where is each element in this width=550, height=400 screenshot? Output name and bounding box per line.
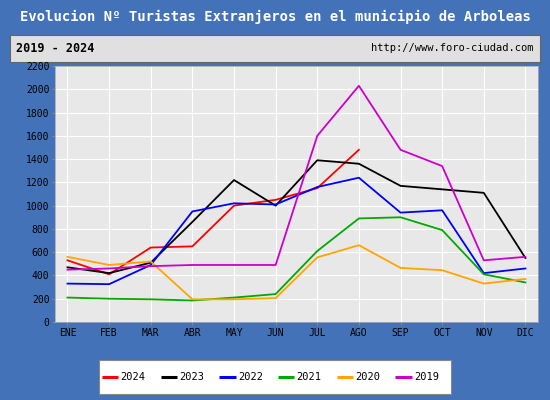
Text: 2019 - 2024: 2019 - 2024 (16, 42, 95, 55)
Text: 2019: 2019 (414, 372, 439, 382)
Text: 2021: 2021 (296, 372, 322, 382)
Text: 2023: 2023 (179, 372, 205, 382)
Text: 2022: 2022 (238, 372, 263, 382)
Text: 2024: 2024 (120, 372, 146, 382)
Text: http://www.foro-ciudad.com: http://www.foro-ciudad.com (371, 43, 534, 53)
Text: Evolucion Nº Turistas Extranjeros en el municipio de Arboleas: Evolucion Nº Turistas Extranjeros en el … (20, 10, 530, 24)
Text: 2020: 2020 (355, 372, 381, 382)
